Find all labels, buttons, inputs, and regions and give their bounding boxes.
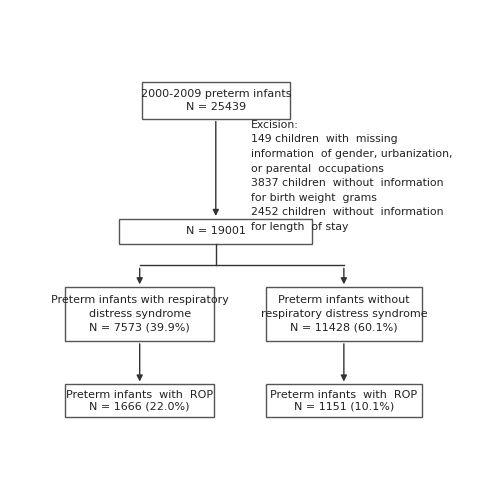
Text: 2000-2009 preterm infants: 2000-2009 preterm infants <box>140 90 291 100</box>
Text: N = 7573 (39.9%): N = 7573 (39.9%) <box>89 323 190 333</box>
FancyBboxPatch shape <box>66 287 214 341</box>
Text: or parental  occupations: or parental occupations <box>251 164 384 173</box>
FancyBboxPatch shape <box>266 384 422 417</box>
Text: information  of gender, urbanization,: information of gender, urbanization, <box>251 149 453 159</box>
Text: N = 1666 (22.0%): N = 1666 (22.0%) <box>90 402 190 412</box>
Text: 3837 children  without  information: 3837 children without information <box>251 178 444 188</box>
Text: N = 19001: N = 19001 <box>186 226 246 236</box>
Text: Preterm infants  with  ROP: Preterm infants with ROP <box>66 390 213 400</box>
FancyBboxPatch shape <box>266 287 422 341</box>
Text: N = 11428 (60.1%): N = 11428 (60.1%) <box>290 323 398 333</box>
Text: N = 1151 (10.1%): N = 1151 (10.1%) <box>294 402 394 412</box>
Text: for birth weight  grams: for birth weight grams <box>251 193 377 203</box>
Text: Preterm infants without: Preterm infants without <box>278 295 410 305</box>
Text: 149 children  with  missing: 149 children with missing <box>251 134 398 144</box>
Text: for length  of stay: for length of stay <box>251 222 348 232</box>
Text: distress syndrome: distress syndrome <box>89 309 191 319</box>
FancyBboxPatch shape <box>119 219 312 244</box>
Text: Preterm infants  with  ROP: Preterm infants with ROP <box>270 390 417 400</box>
FancyBboxPatch shape <box>142 82 290 118</box>
Text: N = 25439: N = 25439 <box>186 102 246 112</box>
Text: Preterm infants with respiratory: Preterm infants with respiratory <box>51 295 228 305</box>
Text: respiratory distress syndrome: respiratory distress syndrome <box>261 309 427 319</box>
FancyBboxPatch shape <box>66 384 214 417</box>
Text: Excision:: Excision: <box>251 120 299 130</box>
Text: 2452 children  without  information: 2452 children without information <box>251 208 444 218</box>
